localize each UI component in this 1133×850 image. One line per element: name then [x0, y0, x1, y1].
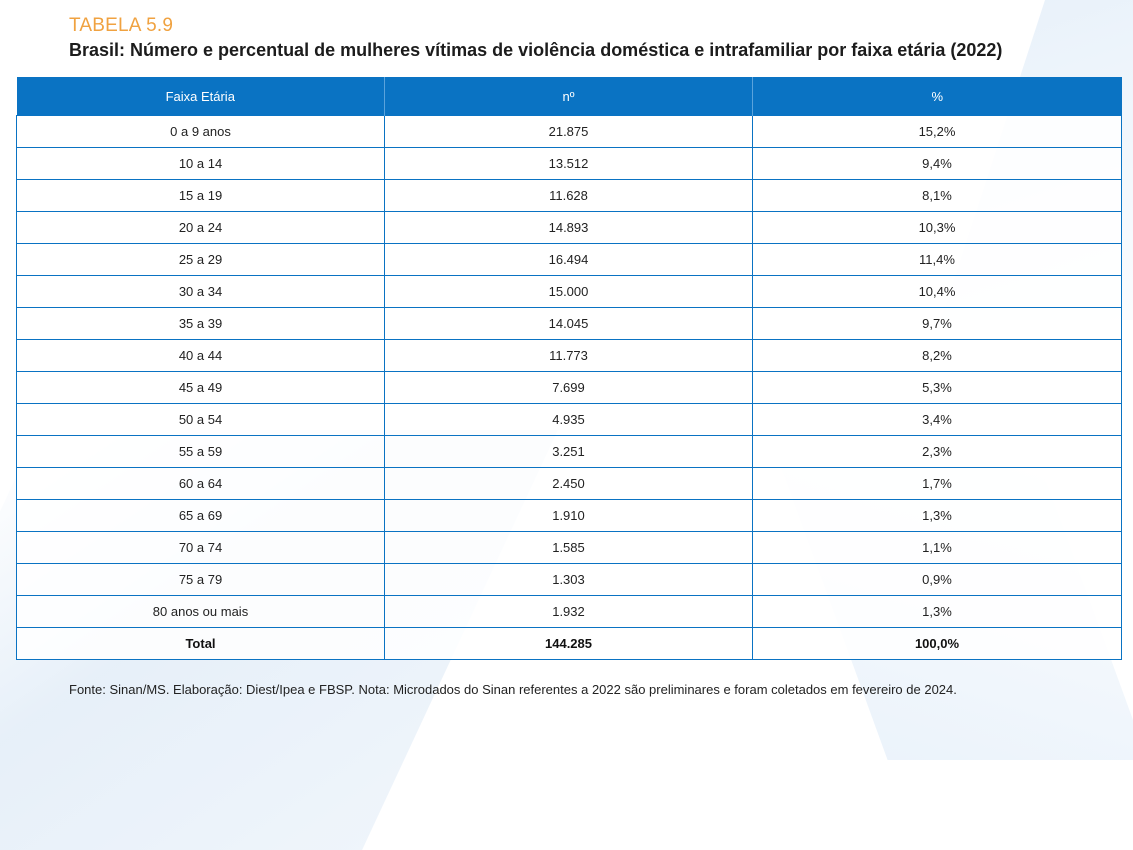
table-total-row: Total 144.285 100,0%	[16, 627, 1122, 660]
percent-cell: 1,3%	[752, 499, 1122, 532]
percent-cell: 2,3%	[752, 435, 1122, 468]
age-range-cell: 40 a 44	[16, 339, 385, 372]
table-row: 25 a 29 16.494 11,4%	[16, 243, 1122, 276]
count-cell: 4.935	[384, 403, 753, 436]
age-range-cell: 25 a 29	[16, 243, 385, 276]
count-cell: 3.251	[384, 435, 753, 468]
table-row: 45 a 49 7.699 5,3%	[16, 371, 1122, 404]
table-number-label: TABELA 5.9	[69, 15, 174, 36]
age-range-cell: 80 anos ou mais	[16, 595, 385, 628]
percent-cell: 11,4%	[752, 243, 1122, 276]
data-table: Faixa Etária nº % 0 a 9 anos 21.875 15,2…	[16, 77, 1122, 660]
table-row: 70 a 74 1.585 1,1%	[16, 531, 1122, 564]
age-range-cell: 75 a 79	[16, 563, 385, 596]
age-range-cell: 50 a 54	[16, 403, 385, 436]
age-range-cell: 0 a 9 anos	[16, 115, 385, 148]
age-range-cell: 15 a 19	[16, 179, 385, 212]
percent-cell: 9,4%	[752, 147, 1122, 180]
count-cell: 11.628	[384, 179, 753, 212]
table-row: 55 a 59 3.251 2,3%	[16, 435, 1122, 468]
table-row: 35 a 39 14.045 9,7%	[16, 307, 1122, 340]
percent-cell: 8,1%	[752, 179, 1122, 212]
table-row: 10 a 14 13.512 9,4%	[16, 147, 1122, 180]
age-range-cell: 55 a 59	[16, 435, 385, 468]
table-row: 75 a 79 1.303 0,9%	[16, 563, 1122, 596]
percent-cell: 10,4%	[752, 275, 1122, 308]
table-title: Brasil: Número e percentual de mulheres …	[69, 40, 1003, 60]
table-row: 0 a 9 anos 21.875 15,2%	[16, 115, 1122, 148]
percent-cell: 9,7%	[752, 307, 1122, 340]
age-range-cell: 45 a 49	[16, 371, 385, 404]
table-row: 80 anos ou mais 1.932 1,3%	[16, 595, 1122, 628]
percent-cell: 1,1%	[752, 531, 1122, 564]
age-range-cell: 70 a 74	[16, 531, 385, 564]
count-cell: 1.585	[384, 531, 753, 564]
age-range-cell: 65 a 69	[16, 499, 385, 532]
column-header-percent: %	[752, 77, 1122, 116]
age-range-cell: 30 a 34	[16, 275, 385, 308]
count-cell: 16.494	[384, 243, 753, 276]
table-row: 50 a 54 4.935 3,4%	[16, 403, 1122, 436]
percent-cell: 5,3%	[752, 371, 1122, 404]
count-cell: 14.893	[384, 211, 753, 244]
count-cell: 15.000	[384, 275, 753, 308]
age-range-cell: 10 a 14	[16, 147, 385, 180]
table-row: 20 a 24 14.893 10,3%	[16, 211, 1122, 244]
age-range-cell: 60 a 64	[16, 467, 385, 500]
count-cell: 14.045	[384, 307, 753, 340]
count-cell: 1.910	[384, 499, 753, 532]
source-note: Fonte: Sinan/MS. Elaboração: Diest/Ipea …	[69, 682, 957, 697]
count-cell: 1.303	[384, 563, 753, 596]
percent-cell: 3,4%	[752, 403, 1122, 436]
percent-cell: 10,3%	[752, 211, 1122, 244]
table-row: 40 a 44 11.773 8,2%	[16, 339, 1122, 372]
total-label-cell: Total	[16, 627, 385, 660]
table-row: 30 a 34 15.000 10,4%	[16, 275, 1122, 308]
table-row: 15 a 19 11.628 8,1%	[16, 179, 1122, 212]
count-cell: 1.932	[384, 595, 753, 628]
percent-cell: 8,2%	[752, 339, 1122, 372]
count-cell: 21.875	[384, 115, 753, 148]
count-cell: 11.773	[384, 339, 753, 372]
table-row: 65 a 69 1.910 1,3%	[16, 499, 1122, 532]
column-header-count: nº	[384, 77, 753, 116]
count-cell: 7.699	[384, 371, 753, 404]
count-cell: 13.512	[384, 147, 753, 180]
age-range-cell: 35 a 39	[16, 307, 385, 340]
age-range-cell: 20 a 24	[16, 211, 385, 244]
total-count-cell: 144.285	[384, 627, 753, 660]
percent-cell: 0,9%	[752, 563, 1122, 596]
column-header-age-range: Faixa Etária	[16, 77, 385, 116]
table-header-row: Faixa Etária nº %	[16, 77, 1122, 116]
percent-cell: 15,2%	[752, 115, 1122, 148]
percent-cell: 1,7%	[752, 467, 1122, 500]
table-row: 60 a 64 2.450 1,7%	[16, 467, 1122, 500]
count-cell: 2.450	[384, 467, 753, 500]
percent-cell: 1,3%	[752, 595, 1122, 628]
total-percent-cell: 100,0%	[752, 627, 1122, 660]
